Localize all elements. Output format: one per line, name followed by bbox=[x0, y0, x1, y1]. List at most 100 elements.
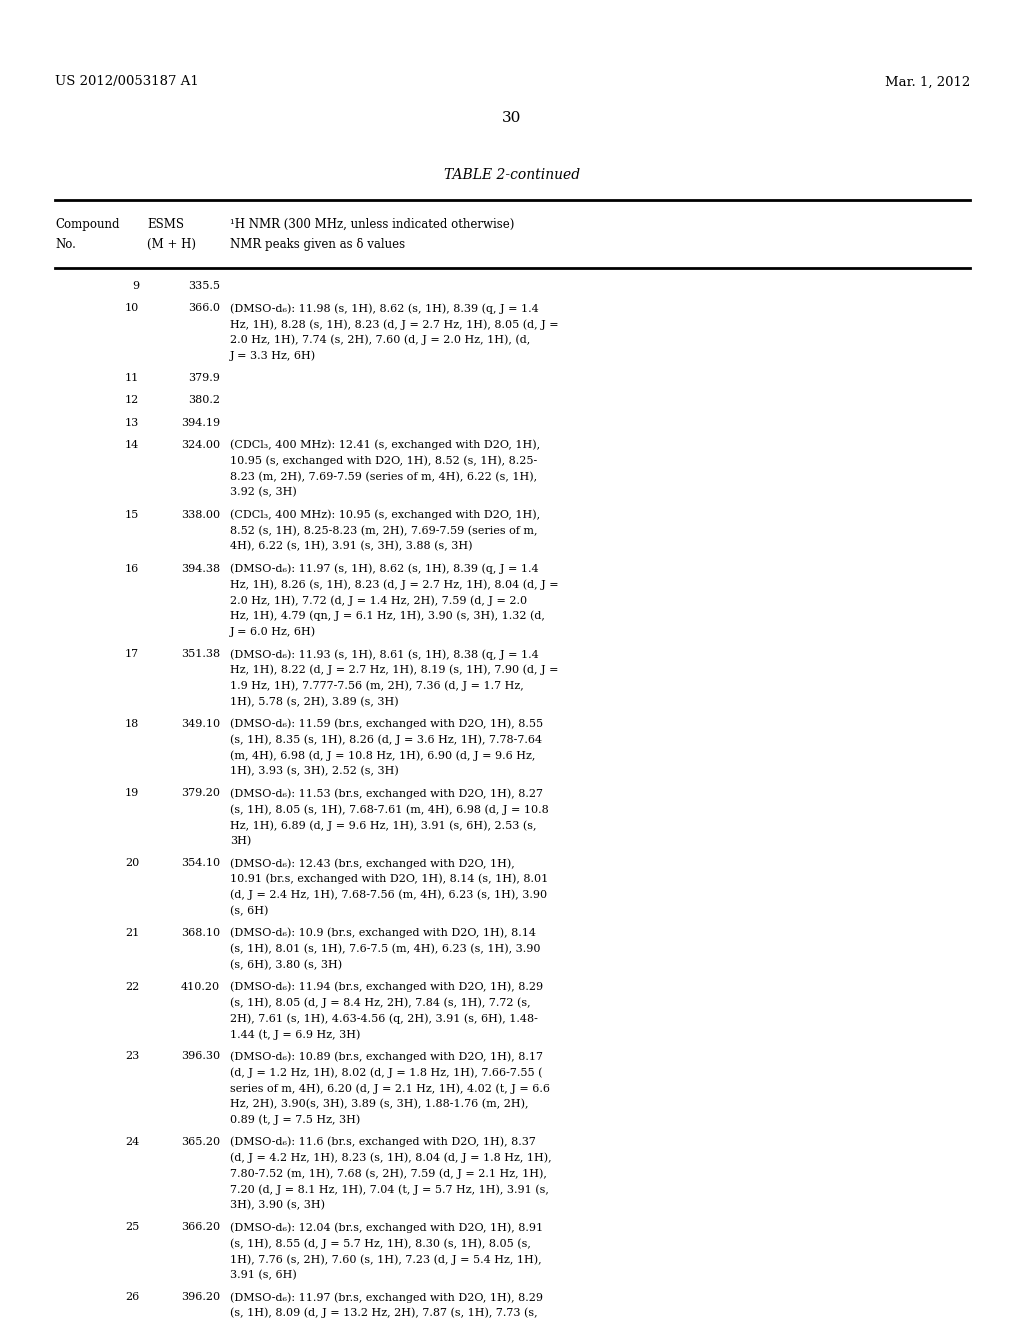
Text: (DMSO-d₆): 11.94 (br.s, exchanged with D2O, 1H), 8.29: (DMSO-d₆): 11.94 (br.s, exchanged with D… bbox=[230, 982, 543, 993]
Text: 394.19: 394.19 bbox=[181, 417, 220, 428]
Text: (s, 1H), 8.55 (d, J = 5.7 Hz, 1H), 8.30 (s, 1H), 8.05 (s,: (s, 1H), 8.55 (d, J = 5.7 Hz, 1H), 8.30 … bbox=[230, 1238, 530, 1249]
Text: 368.10: 368.10 bbox=[181, 928, 220, 937]
Text: 394.38: 394.38 bbox=[181, 564, 220, 573]
Text: (d, J = 4.2 Hz, 1H), 8.23 (s, 1H), 8.04 (d, J = 1.8 Hz, 1H),: (d, J = 4.2 Hz, 1H), 8.23 (s, 1H), 8.04 … bbox=[230, 1152, 552, 1163]
Text: (DMSO-d₆): 11.53 (br.s, exchanged with D2O, 1H), 8.27: (DMSO-d₆): 11.53 (br.s, exchanged with D… bbox=[230, 788, 543, 799]
Text: 18: 18 bbox=[125, 718, 139, 729]
Text: 379.9: 379.9 bbox=[188, 374, 220, 383]
Text: TABLE 2-continued: TABLE 2-continued bbox=[444, 168, 580, 182]
Text: (CDCl₃, 400 MHz): 10.95 (s, exchanged with D2O, 1H),: (CDCl₃, 400 MHz): 10.95 (s, exchanged wi… bbox=[230, 510, 540, 520]
Text: 3H), 3.90 (s, 3H): 3H), 3.90 (s, 3H) bbox=[230, 1200, 325, 1210]
Text: (M + H): (M + H) bbox=[147, 238, 196, 251]
Text: 3.91 (s, 6H): 3.91 (s, 6H) bbox=[230, 1270, 297, 1280]
Text: 354.10: 354.10 bbox=[181, 858, 220, 869]
Text: (s, 1H), 8.05 (d, J = 8.4 Hz, 2H), 7.84 (s, 1H), 7.72 (s,: (s, 1H), 8.05 (d, J = 8.4 Hz, 2H), 7.84 … bbox=[230, 998, 530, 1008]
Text: 8.23 (m, 2H), 7.69-7.59 (series of m, 4H), 6.22 (s, 1H),: 8.23 (m, 2H), 7.69-7.59 (series of m, 4H… bbox=[230, 471, 538, 482]
Text: Hz, 1H), 8.26 (s, 1H), 8.23 (d, J = 2.7 Hz, 1H), 8.04 (d, J =: Hz, 1H), 8.26 (s, 1H), 8.23 (d, J = 2.7 … bbox=[230, 579, 559, 590]
Text: US 2012/0053187 A1: US 2012/0053187 A1 bbox=[55, 75, 199, 88]
Text: 366.0: 366.0 bbox=[188, 304, 220, 313]
Text: Hz, 1H), 4.79 (qn, J = 6.1 Hz, 1H), 3.90 (s, 3H), 1.32 (d,: Hz, 1H), 4.79 (qn, J = 6.1 Hz, 1H), 3.90… bbox=[230, 611, 545, 622]
Text: 0.89 (t, J = 7.5 Hz, 3H): 0.89 (t, J = 7.5 Hz, 3H) bbox=[230, 1114, 360, 1125]
Text: 410.20: 410.20 bbox=[181, 982, 220, 991]
Text: 2.0 Hz, 1H), 7.74 (s, 2H), 7.60 (d, J = 2.0 Hz, 1H), (d,: 2.0 Hz, 1H), 7.74 (s, 2H), 7.60 (d, J = … bbox=[230, 335, 530, 346]
Text: (DMSO-d₆): 11.59 (br.s, exchanged with D2O, 1H), 8.55: (DMSO-d₆): 11.59 (br.s, exchanged with D… bbox=[230, 718, 543, 729]
Text: J = 6.0 Hz, 6H): J = 6.0 Hz, 6H) bbox=[230, 627, 316, 638]
Text: 1H), 3.93 (s, 3H), 2.52 (s, 3H): 1H), 3.93 (s, 3H), 2.52 (s, 3H) bbox=[230, 766, 398, 776]
Text: (d, J = 1.2 Hz, 1H), 8.02 (d, J = 1.8 Hz, 1H), 7.66-7.55 (: (d, J = 1.2 Hz, 1H), 8.02 (d, J = 1.8 Hz… bbox=[230, 1067, 543, 1077]
Text: 396.30: 396.30 bbox=[181, 1052, 220, 1061]
Text: 366.20: 366.20 bbox=[181, 1222, 220, 1233]
Text: 21: 21 bbox=[125, 928, 139, 937]
Text: (d, J = 2.4 Hz, 1H), 7.68-7.56 (m, 4H), 6.23 (s, 1H), 3.90: (d, J = 2.4 Hz, 1H), 7.68-7.56 (m, 4H), … bbox=[230, 890, 547, 900]
Text: (DMSO-d₆): 10.89 (br.s, exchanged with D2O, 1H), 8.17: (DMSO-d₆): 10.89 (br.s, exchanged with D… bbox=[230, 1052, 543, 1063]
Text: Hz, 1H), 8.28 (s, 1H), 8.23 (d, J = 2.7 Hz, 1H), 8.05 (d, J =: Hz, 1H), 8.28 (s, 1H), 8.23 (d, J = 2.7 … bbox=[230, 319, 559, 330]
Text: No.: No. bbox=[55, 238, 76, 251]
Text: (CDCl₃, 400 MHz): 12.41 (s, exchanged with D2O, 1H),: (CDCl₃, 400 MHz): 12.41 (s, exchanged wi… bbox=[230, 440, 540, 450]
Text: 380.2: 380.2 bbox=[188, 395, 220, 405]
Text: 11: 11 bbox=[125, 374, 139, 383]
Text: 9: 9 bbox=[132, 281, 139, 290]
Text: ¹H NMR (300 MHz, unless indicated otherwise): ¹H NMR (300 MHz, unless indicated otherw… bbox=[230, 218, 514, 231]
Text: 338.00: 338.00 bbox=[181, 510, 220, 520]
Text: (DMSO-d₆): 11.97 (s, 1H), 8.62 (s, 1H), 8.39 (q, J = 1.4: (DMSO-d₆): 11.97 (s, 1H), 8.62 (s, 1H), … bbox=[230, 564, 539, 574]
Text: 22: 22 bbox=[125, 982, 139, 991]
Text: 10.95 (s, exchanged with D2O, 1H), 8.52 (s, 1H), 8.25-: 10.95 (s, exchanged with D2O, 1H), 8.52 … bbox=[230, 455, 538, 466]
Text: 396.20: 396.20 bbox=[181, 1292, 220, 1302]
Text: 2.0 Hz, 1H), 7.72 (d, J = 1.4 Hz, 2H), 7.59 (d, J = 2.0: 2.0 Hz, 1H), 7.72 (d, J = 1.4 Hz, 2H), 7… bbox=[230, 595, 527, 606]
Text: 2H), 7.61 (s, 1H), 4.63-4.56 (q, 2H), 3.91 (s, 6H), 1.48-: 2H), 7.61 (s, 1H), 4.63-4.56 (q, 2H), 3.… bbox=[230, 1014, 538, 1024]
Text: 23: 23 bbox=[125, 1052, 139, 1061]
Text: Compound: Compound bbox=[55, 218, 120, 231]
Text: 12: 12 bbox=[125, 395, 139, 405]
Text: 1.44 (t, J = 6.9 Hz, 3H): 1.44 (t, J = 6.9 Hz, 3H) bbox=[230, 1030, 360, 1040]
Text: (s, 1H), 8.09 (d, J = 13.2 Hz, 2H), 7.87 (s, 1H), 7.73 (s,: (s, 1H), 8.09 (d, J = 13.2 Hz, 2H), 7.87… bbox=[230, 1308, 538, 1319]
Text: 324.00: 324.00 bbox=[181, 440, 220, 450]
Text: 3.92 (s, 3H): 3.92 (s, 3H) bbox=[230, 487, 297, 498]
Text: 20: 20 bbox=[125, 858, 139, 869]
Text: (m, 4H), 6.98 (d, J = 10.8 Hz, 1H), 6.90 (d, J = 9.6 Hz,: (m, 4H), 6.98 (d, J = 10.8 Hz, 1H), 6.90… bbox=[230, 750, 536, 760]
Text: Mar. 1, 2012: Mar. 1, 2012 bbox=[885, 75, 970, 88]
Text: (DMSO-d₆): 11.97 (br.s, exchanged with D2O, 1H), 8.29: (DMSO-d₆): 11.97 (br.s, exchanged with D… bbox=[230, 1292, 543, 1303]
Text: Hz, 1H), 6.89 (d, J = 9.6 Hz, 1H), 3.91 (s, 6H), 2.53 (s,: Hz, 1H), 6.89 (d, J = 9.6 Hz, 1H), 3.91 … bbox=[230, 820, 537, 830]
Text: 13: 13 bbox=[125, 417, 139, 428]
Text: 25: 25 bbox=[125, 1222, 139, 1233]
Text: 26: 26 bbox=[125, 1292, 139, 1302]
Text: 15: 15 bbox=[125, 510, 139, 520]
Text: (s, 6H): (s, 6H) bbox=[230, 906, 268, 916]
Text: (s, 1H), 8.01 (s, 1H), 7.6-7.5 (m, 4H), 6.23 (s, 1H), 3.90: (s, 1H), 8.01 (s, 1H), 7.6-7.5 (m, 4H), … bbox=[230, 944, 541, 954]
Text: 7.20 (d, J = 8.1 Hz, 1H), 7.04 (t, J = 5.7 Hz, 1H), 3.91 (s,: 7.20 (d, J = 8.1 Hz, 1H), 7.04 (t, J = 5… bbox=[230, 1184, 549, 1195]
Text: 1.9 Hz, 1H), 7.777-7.56 (m, 2H), 7.36 (d, J = 1.7 Hz,: 1.9 Hz, 1H), 7.777-7.56 (m, 2H), 7.36 (d… bbox=[230, 681, 523, 692]
Text: J = 3.3 Hz, 6H): J = 3.3 Hz, 6H) bbox=[230, 351, 316, 362]
Text: 10: 10 bbox=[125, 304, 139, 313]
Text: 4H), 6.22 (s, 1H), 3.91 (s, 3H), 3.88 (s, 3H): 4H), 6.22 (s, 1H), 3.91 (s, 3H), 3.88 (s… bbox=[230, 541, 472, 552]
Text: 19: 19 bbox=[125, 788, 139, 799]
Text: 8.52 (s, 1H), 8.25-8.23 (m, 2H), 7.69-7.59 (series of m,: 8.52 (s, 1H), 8.25-8.23 (m, 2H), 7.69-7.… bbox=[230, 525, 538, 536]
Text: 349.10: 349.10 bbox=[181, 718, 220, 729]
Text: (DMSO-d₆): 11.6 (br.s, exchanged with D2O, 1H), 8.37: (DMSO-d₆): 11.6 (br.s, exchanged with D2… bbox=[230, 1137, 536, 1147]
Text: 10.91 (br.s, exchanged with D2O, 1H), 8.14 (s, 1H), 8.01: 10.91 (br.s, exchanged with D2O, 1H), 8.… bbox=[230, 874, 548, 884]
Text: 30: 30 bbox=[503, 111, 521, 125]
Text: 16: 16 bbox=[125, 564, 139, 573]
Text: (DMSO-d₆): 12.43 (br.s, exchanged with D2O, 1H),: (DMSO-d₆): 12.43 (br.s, exchanged with D… bbox=[230, 858, 515, 869]
Text: (DMSO-d₆): 11.98 (s, 1H), 8.62 (s, 1H), 8.39 (q, J = 1.4: (DMSO-d₆): 11.98 (s, 1H), 8.62 (s, 1H), … bbox=[230, 304, 539, 314]
Text: (s, 6H), 3.80 (s, 3H): (s, 6H), 3.80 (s, 3H) bbox=[230, 960, 342, 970]
Text: 24: 24 bbox=[125, 1137, 139, 1147]
Text: ESMS: ESMS bbox=[147, 218, 184, 231]
Text: 351.38: 351.38 bbox=[181, 649, 220, 659]
Text: (DMSO-d₆): 12.04 (br.s, exchanged with D2O, 1H), 8.91: (DMSO-d₆): 12.04 (br.s, exchanged with D… bbox=[230, 1222, 543, 1233]
Text: Hz, 2H), 3.90(s, 3H), 3.89 (s, 3H), 1.88-1.76 (m, 2H),: Hz, 2H), 3.90(s, 3H), 3.89 (s, 3H), 1.88… bbox=[230, 1098, 528, 1109]
Text: 3H): 3H) bbox=[230, 836, 251, 846]
Text: 379.20: 379.20 bbox=[181, 788, 220, 799]
Text: NMR peaks given as δ values: NMR peaks given as δ values bbox=[230, 238, 406, 251]
Text: 7.80-7.52 (m, 1H), 7.68 (s, 2H), 7.59 (d, J = 2.1 Hz, 1H),: 7.80-7.52 (m, 1H), 7.68 (s, 2H), 7.59 (d… bbox=[230, 1168, 547, 1179]
Text: 335.5: 335.5 bbox=[188, 281, 220, 290]
Text: 17: 17 bbox=[125, 649, 139, 659]
Text: Hz, 1H), 8.22 (d, J = 2.7 Hz, 1H), 8.19 (s, 1H), 7.90 (d, J =: Hz, 1H), 8.22 (d, J = 2.7 Hz, 1H), 8.19 … bbox=[230, 665, 558, 676]
Text: 1H), 5.78 (s, 2H), 3.89 (s, 3H): 1H), 5.78 (s, 2H), 3.89 (s, 3H) bbox=[230, 697, 398, 706]
Text: 1H), 7.76 (s, 2H), 7.60 (s, 1H), 7.23 (d, J = 5.4 Hz, 1H),: 1H), 7.76 (s, 2H), 7.60 (s, 1H), 7.23 (d… bbox=[230, 1254, 542, 1265]
Text: 365.20: 365.20 bbox=[181, 1137, 220, 1147]
Text: (s, 1H), 8.35 (s, 1H), 8.26 (d, J = 3.6 Hz, 1H), 7.78-7.64: (s, 1H), 8.35 (s, 1H), 8.26 (d, J = 3.6 … bbox=[230, 734, 542, 744]
Text: series of m, 4H), 6.20 (d, J = 2.1 Hz, 1H), 4.02 (t, J = 6.6: series of m, 4H), 6.20 (d, J = 2.1 Hz, 1… bbox=[230, 1082, 550, 1093]
Text: 14: 14 bbox=[125, 440, 139, 450]
Text: (DMSO-d₆): 11.93 (s, 1H), 8.61 (s, 1H), 8.38 (q, J = 1.4: (DMSO-d₆): 11.93 (s, 1H), 8.61 (s, 1H), … bbox=[230, 649, 539, 660]
Text: (DMSO-d₆): 10.9 (br.s, exchanged with D2O, 1H), 8.14: (DMSO-d₆): 10.9 (br.s, exchanged with D2… bbox=[230, 928, 536, 939]
